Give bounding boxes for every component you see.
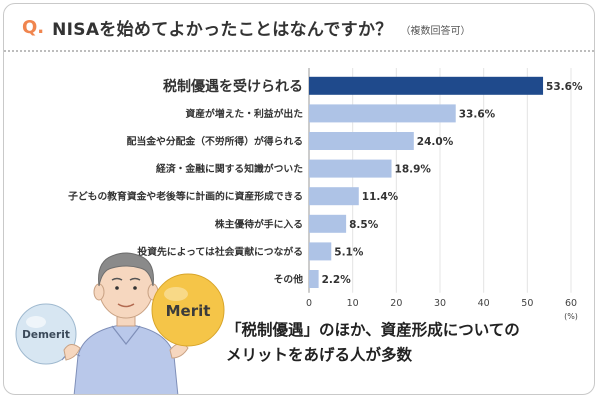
caption-line-2: メリットをあげる人が多数 bbox=[226, 346, 413, 364]
data-label: 18.9% bbox=[395, 164, 432, 176]
demerit-label: Demerit bbox=[22, 329, 70, 341]
data-label: 2.2% bbox=[322, 274, 352, 286]
bar bbox=[309, 214, 347, 233]
bar bbox=[309, 242, 332, 261]
chart-caption: 「税制優遇」のほか、資産形成についての メリットをあげる人が多数 bbox=[226, 318, 586, 368]
bar bbox=[309, 104, 456, 123]
category-label: 資産が増えた・利益が出た bbox=[185, 107, 303, 120]
bar bbox=[309, 76, 544, 95]
x-tick-label: 50 bbox=[521, 298, 533, 309]
category-label: その他 bbox=[274, 273, 304, 286]
x-tick-label: 20 bbox=[390, 298, 402, 309]
merit-label: Merit bbox=[166, 302, 211, 320]
x-tick-label: 60 bbox=[565, 298, 577, 309]
data-label: 5.1% bbox=[334, 246, 364, 258]
question-mark-label: Q. bbox=[22, 16, 45, 38]
data-label: 8.5% bbox=[349, 219, 379, 231]
category-label: 税制優遇を受けられる bbox=[163, 78, 303, 95]
caption-line-1: 「税制優遇」のほか、資産形成についての bbox=[226, 321, 520, 339]
question-header: Q. NISAを始めてよかったことはなんですか？ （複数回答可） bbox=[4, 4, 594, 50]
x-tick-label: 0 bbox=[306, 298, 312, 309]
bar-chart: 0 10 20 30 40 50 60 (%) 税制優遇を受けられる 53.6% 資産が増えた・利益… bbox=[68, 68, 583, 321]
bar bbox=[309, 159, 392, 178]
data-label: 24.0% bbox=[417, 136, 454, 148]
x-tick-label: 40 bbox=[478, 298, 490, 309]
data-label: 53.6% bbox=[546, 81, 583, 93]
bar bbox=[309, 270, 319, 288]
data-label: 33.6% bbox=[459, 108, 496, 120]
x-tick-label: 30 bbox=[434, 298, 446, 309]
bar bbox=[309, 187, 359, 206]
bar bbox=[309, 132, 414, 150]
person-illustration bbox=[61, 252, 189, 394]
category-label: 経済・金融に関する知識がついた bbox=[156, 162, 303, 175]
question-note: （複数回答可） bbox=[400, 25, 471, 37]
demerit-ball: Demerit bbox=[15, 303, 77, 365]
category-label: 投資先によっては社会貢献につながる bbox=[137, 245, 303, 258]
x-axis-unit: (%) bbox=[564, 312, 578, 321]
survey-card: Q. NISAを始めてよかったことはなんですか？ （複数回答可） 0 10 20 30… bbox=[3, 3, 595, 395]
question-title: NISAを始めてよかったことはなんですか？ bbox=[52, 19, 393, 40]
illustration: Demerit bbox=[15, 252, 225, 394]
category-label: 子どもの教育資金や老後等に計画的に資産形成できる bbox=[68, 190, 303, 203]
header-divider bbox=[4, 50, 594, 52]
category-label: 株主優待が手に入る bbox=[215, 217, 303, 230]
category-label: 配当金や分配金（不労所得）が得られる bbox=[127, 135, 303, 148]
x-tick-label: 10 bbox=[347, 298, 359, 309]
merit-ball: Merit bbox=[151, 273, 225, 347]
data-label: 11.4% bbox=[362, 191, 399, 203]
